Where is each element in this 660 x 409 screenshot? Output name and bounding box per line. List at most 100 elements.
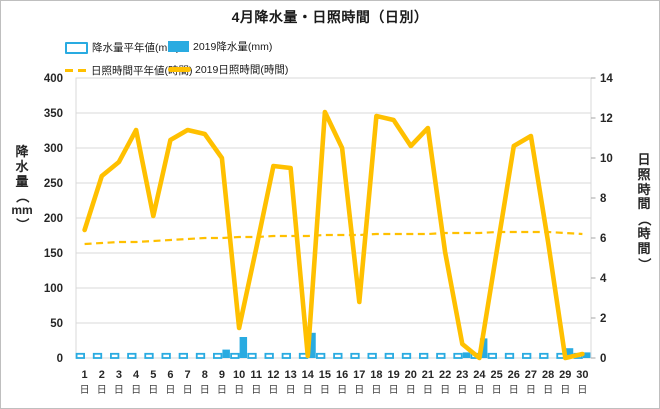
rain-normal-bar — [178, 352, 188, 359]
x-axis-day-number: 25 — [490, 369, 502, 381]
x-axis-day-suffix: 日 — [371, 385, 381, 396]
x-axis-day-suffix: 日 — [320, 385, 330, 396]
x-axis-day-number: 19 — [387, 369, 399, 381]
legend-item-sun-normal: 日照時間平年値(時間) — [65, 63, 193, 78]
x-axis-day-suffix: 日 — [509, 385, 519, 396]
y-axis-left-tick: 150 — [44, 248, 63, 260]
rain-normal-bar — [316, 352, 326, 359]
x-axis-day-suffix: 日 — [251, 385, 261, 396]
x-axis-day-number: 22 — [439, 369, 451, 381]
x-axis-day-number: 15 — [319, 369, 331, 381]
rain-2019-bar — [222, 349, 230, 358]
x-axis-day-suffix: 日 — [337, 385, 347, 396]
x-axis-day-suffix: 日 — [440, 385, 450, 396]
x-axis-day-number: 27 — [525, 369, 537, 381]
x-axis-day-number: 20 — [405, 369, 417, 381]
rain-normal-bar — [333, 352, 343, 359]
x-axis-day-number: 28 — [542, 369, 554, 381]
y-axis-left-tick: 300 — [44, 143, 63, 155]
rain-2019-bar — [479, 338, 488, 358]
legend-item-sun-2019: 2019日照時間(時間) — [168, 62, 288, 77]
rain-normal-bar — [453, 352, 463, 359]
x-axis-day-number: 11 — [250, 369, 262, 381]
x-axis-day-number: 18 — [370, 369, 382, 381]
x-axis-day-suffix: 日 — [560, 385, 570, 396]
y-axis-right-tick: 10 — [600, 153, 613, 165]
x-axis-day-suffix: 日 — [114, 385, 124, 396]
y-axis-left-tick: 50 — [50, 318, 63, 330]
x-axis-day-suffix: 日 — [303, 385, 313, 396]
rain-normal-bar — [436, 352, 446, 359]
y-axis-right-tick: 6 — [600, 233, 606, 245]
legend-swatch-bar-solid — [168, 41, 189, 52]
x-axis-day-suffix: 日 — [406, 385, 416, 396]
rain-2019-bar — [565, 348, 574, 358]
x-axis-day-number: 12 — [267, 369, 279, 381]
x-axis-day-number: 5 — [150, 369, 156, 381]
x-axis-day-number: 4 — [133, 369, 140, 381]
x-axis-day-number: 30 — [576, 369, 588, 381]
rain-normal-bar — [92, 352, 103, 359]
x-axis-day-number: 16 — [336, 369, 348, 381]
y-axis-right-tick: 14 — [600, 73, 613, 85]
chart-title: 4月降水量・日照時間（日別） — [231, 9, 429, 25]
rain-2019-bar — [462, 352, 471, 358]
right-axis-title: 日照時間（時間） — [637, 152, 653, 271]
x-axis-day-suffix: 日 — [217, 385, 227, 396]
x-axis-day-suffix: 日 — [183, 385, 193, 396]
x-axis-day-suffix: 日 — [423, 385, 433, 396]
rain-normal-bar — [247, 352, 257, 359]
rain-normal-bar — [350, 352, 360, 359]
y-axis-left-tick: 350 — [44, 108, 63, 120]
legend-label: 2019日照時間(時間) — [195, 64, 289, 76]
y-axis-left-tick: 100 — [44, 283, 63, 295]
x-axis-day-suffix: 日 — [268, 385, 278, 396]
sunshine-normal-line — [84, 230, 583, 246]
legend-item-rain-normal: 降水量平年値(mm) — [65, 40, 180, 55]
x-axis-day-number: 13 — [284, 369, 296, 381]
rain-2019-bar — [582, 352, 591, 358]
rain-normal-bar — [127, 352, 137, 359]
rain-normal-bar — [230, 352, 240, 359]
rain-normal-bar — [504, 352, 515, 359]
x-axis-day-suffix: 日 — [492, 385, 502, 396]
x-axis-day-number: 24 — [473, 369, 486, 381]
rain-normal-bar — [487, 352, 497, 359]
rain-normal-bar — [75, 352, 85, 359]
x-axis-day-number: 29 — [559, 369, 571, 381]
rain-normal-bar — [419, 352, 429, 359]
y-axis-right-tick: 0 — [600, 353, 606, 365]
rain-2019-bar — [308, 332, 316, 358]
x-axis-day-number: 17 — [353, 369, 365, 381]
rain-normal-bar — [264, 352, 274, 359]
legend-label: 2019降水量(mm) — [193, 41, 273, 53]
x-axis-day-suffix: 日 — [474, 385, 484, 396]
x-axis-day-suffix: 日 — [577, 385, 587, 396]
rain-normal-bar — [384, 352, 394, 359]
y-axis-left-tick: 200 — [44, 213, 63, 225]
x-axis-day-suffix: 日 — [131, 385, 141, 396]
x-axis-day-number: 1 — [82, 369, 88, 381]
rain-normal-bar — [367, 352, 377, 359]
rain-normal-bar — [144, 352, 154, 359]
x-axis-day-suffix: 日 — [286, 385, 296, 396]
rain-normal-bar — [213, 352, 223, 359]
x-axis-day-suffix: 日 — [80, 385, 90, 396]
rain-normal-bar — [110, 352, 120, 359]
legend-swatch-line-solid — [168, 67, 191, 72]
y-axis-left-tick: 250 — [44, 178, 63, 190]
legend-swatch-bar-outline — [65, 41, 88, 54]
x-axis-day-suffix: 日 — [543, 385, 553, 396]
legend-swatch-line-dashed — [65, 69, 87, 72]
rain-2019-bar — [239, 337, 248, 358]
x-axis-day-suffix: 日 — [234, 385, 244, 396]
legend-label: 日照時間平年値(時間) — [91, 65, 193, 77]
x-axis-day-suffix: 日 — [165, 385, 175, 396]
y-axis-left-tick: 0 — [57, 353, 63, 365]
y-axis-left-tick: 400 — [44, 73, 63, 85]
y-axis-right-tick: 4 — [600, 273, 607, 285]
x-axis-day-suffix: 日 — [457, 385, 467, 396]
y-axis-right-tick: 12 — [600, 113, 613, 125]
y-axis-right-tick: 2 — [600, 313, 606, 325]
